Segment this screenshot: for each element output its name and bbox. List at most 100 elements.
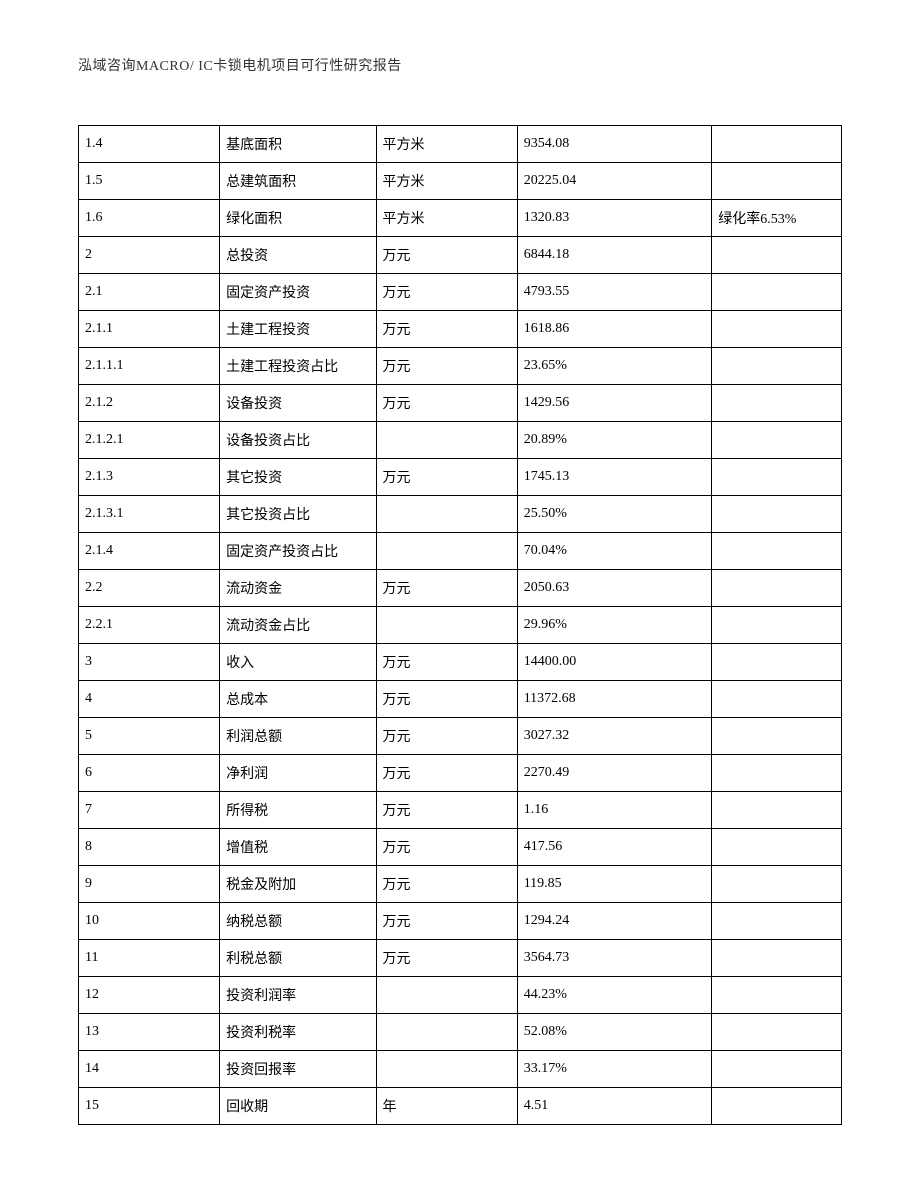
cell-note xyxy=(712,1088,842,1125)
cell-unit xyxy=(376,496,517,533)
cell-unit xyxy=(376,607,517,644)
cell-value: 1745.13 xyxy=(517,459,712,496)
cell-note xyxy=(712,1014,842,1051)
cell-name: 固定资产投资 xyxy=(220,274,376,311)
cell-name: 土建工程投资 xyxy=(220,311,376,348)
page-container: 泓域咨询MACRO/ IC卡锁电机项目可行性研究报告 1.4 基底面积 平方米 … xyxy=(0,0,920,1175)
cell-name: 增值税 xyxy=(220,829,376,866)
table-row: 2.1.1.1 土建工程投资占比 万元 23.65% xyxy=(79,348,842,385)
page-header: 泓域咨询MACRO/ IC卡锁电机项目可行性研究报告 xyxy=(78,55,842,75)
cell-name: 流动资金 xyxy=(220,570,376,607)
cell-id: 2.1.1.1 xyxy=(79,348,220,385)
table-row: 14 投资回报率 33.17% xyxy=(79,1051,842,1088)
cell-note xyxy=(712,903,842,940)
cell-value: 119.85 xyxy=(517,866,712,903)
cell-id: 1.4 xyxy=(79,126,220,163)
cell-unit xyxy=(376,1014,517,1051)
table-row: 2.1.3 其它投资 万元 1745.13 xyxy=(79,459,842,496)
cell-unit: 万元 xyxy=(376,718,517,755)
cell-value: 70.04% xyxy=(517,533,712,570)
cell-id: 3 xyxy=(79,644,220,681)
table-row: 8 增值税 万元 417.56 xyxy=(79,829,842,866)
cell-unit: 万元 xyxy=(376,903,517,940)
cell-value: 33.17% xyxy=(517,1051,712,1088)
cell-name: 绿化面积 xyxy=(220,200,376,237)
table-row: 13 投资利税率 52.08% xyxy=(79,1014,842,1051)
cell-unit: 万元 xyxy=(376,940,517,977)
cell-name: 投资回报率 xyxy=(220,1051,376,1088)
cell-name: 回收期 xyxy=(220,1088,376,1125)
cell-value: 14400.00 xyxy=(517,644,712,681)
cell-id: 11 xyxy=(79,940,220,977)
cell-name: 总投资 xyxy=(220,237,376,274)
cell-id: 1.5 xyxy=(79,163,220,200)
cell-id: 2.1.4 xyxy=(79,533,220,570)
table-row: 9 税金及附加 万元 119.85 xyxy=(79,866,842,903)
table-row: 2.1.1 土建工程投资 万元 1618.86 xyxy=(79,311,842,348)
cell-unit: 万元 xyxy=(376,274,517,311)
table-row: 1.5 总建筑面积 平方米 20225.04 xyxy=(79,163,842,200)
table-row: 2.1.2 设备投资 万元 1429.56 xyxy=(79,385,842,422)
cell-name: 流动资金占比 xyxy=(220,607,376,644)
cell-name: 总成本 xyxy=(220,681,376,718)
cell-note xyxy=(712,274,842,311)
table-row: 1.6 绿化面积 平方米 1320.83 绿化率6.53% xyxy=(79,200,842,237)
cell-id: 15 xyxy=(79,1088,220,1125)
cell-note xyxy=(712,459,842,496)
cell-id: 9 xyxy=(79,866,220,903)
cell-id: 2 xyxy=(79,237,220,274)
cell-note xyxy=(712,940,842,977)
cell-id: 2.2 xyxy=(79,570,220,607)
cell-id: 14 xyxy=(79,1051,220,1088)
cell-note xyxy=(712,385,842,422)
cell-id: 12 xyxy=(79,977,220,1014)
cell-unit: 万元 xyxy=(376,755,517,792)
cell-value: 25.50% xyxy=(517,496,712,533)
cell-id: 2.1 xyxy=(79,274,220,311)
cell-value: 20225.04 xyxy=(517,163,712,200)
cell-id: 6 xyxy=(79,755,220,792)
cell-value: 9354.08 xyxy=(517,126,712,163)
cell-name: 利税总额 xyxy=(220,940,376,977)
cell-note xyxy=(712,1051,842,1088)
cell-name: 其它投资 xyxy=(220,459,376,496)
cell-name: 投资利税率 xyxy=(220,1014,376,1051)
table-body: 1.4 基底面积 平方米 9354.08 1.5 总建筑面积 平方米 20225… xyxy=(79,126,842,1125)
cell-value: 44.23% xyxy=(517,977,712,1014)
cell-note xyxy=(712,755,842,792)
table-row: 2 总投资 万元 6844.18 xyxy=(79,237,842,274)
cell-note xyxy=(712,792,842,829)
cell-unit: 万元 xyxy=(376,459,517,496)
cell-note xyxy=(712,866,842,903)
cell-id: 2.1.1 xyxy=(79,311,220,348)
table-row: 5 利润总额 万元 3027.32 xyxy=(79,718,842,755)
cell-value: 2050.63 xyxy=(517,570,712,607)
cell-note xyxy=(712,496,842,533)
cell-id: 1.6 xyxy=(79,200,220,237)
cell-name: 利润总额 xyxy=(220,718,376,755)
cell-value: 1320.83 xyxy=(517,200,712,237)
cell-value: 1618.86 xyxy=(517,311,712,348)
cell-value: 2270.49 xyxy=(517,755,712,792)
cell-value: 3027.32 xyxy=(517,718,712,755)
cell-unit: 平方米 xyxy=(376,126,517,163)
table-row: 12 投资利润率 44.23% xyxy=(79,977,842,1014)
cell-unit: 万元 xyxy=(376,237,517,274)
cell-value: 6844.18 xyxy=(517,237,712,274)
table-row: 7 所得税 万元 1.16 xyxy=(79,792,842,829)
cell-name: 投资利润率 xyxy=(220,977,376,1014)
cell-unit: 万元 xyxy=(376,829,517,866)
cell-name: 固定资产投资占比 xyxy=(220,533,376,570)
cell-name: 所得税 xyxy=(220,792,376,829)
cell-unit xyxy=(376,977,517,1014)
cell-unit xyxy=(376,533,517,570)
cell-value: 1294.24 xyxy=(517,903,712,940)
cell-id: 8 xyxy=(79,829,220,866)
table-row: 6 净利润 万元 2270.49 xyxy=(79,755,842,792)
cell-unit: 万元 xyxy=(376,311,517,348)
table-row: 1.4 基底面积 平方米 9354.08 xyxy=(79,126,842,163)
table-row: 2.1.2.1 设备投资占比 20.89% xyxy=(79,422,842,459)
cell-value: 52.08% xyxy=(517,1014,712,1051)
cell-name: 其它投资占比 xyxy=(220,496,376,533)
table-row: 2.2.1 流动资金占比 29.96% xyxy=(79,607,842,644)
